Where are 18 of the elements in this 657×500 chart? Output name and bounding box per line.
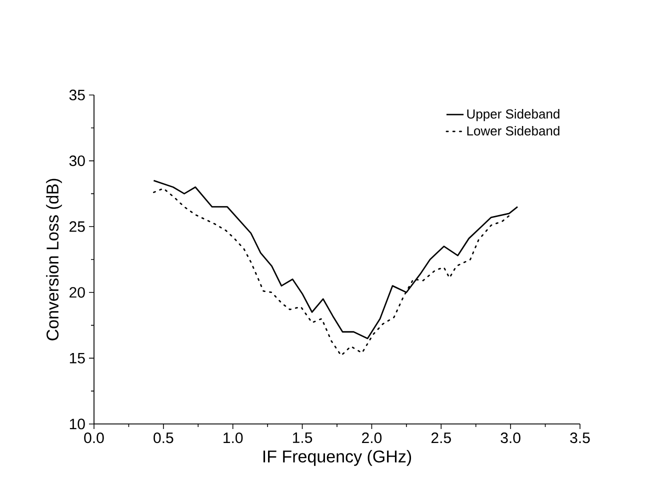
x-tick-label: 3.0 [500,432,520,444]
y-tick-label: 10 [70,418,85,430]
x-tick-label: 1.0 [224,432,243,444]
y-tick-label: 35 [69,90,85,100]
x-tick-label: 1.5 [293,432,312,443]
x-tick-label: 2.0 [362,432,382,444]
x-axis-title: IF Frequency (GHz) [263,450,412,466]
x-tick-label: 2.5 [431,432,451,444]
x-tick-label: 0.5 [154,432,174,444]
y-tick-label: 30 [69,155,85,166]
y-tick-label: 25 [70,221,85,232]
legend-label: Upper Sideband [467,109,560,122]
y-tick-label: 20 [70,287,85,298]
y-axis-title: Conversion Loss (dB) [46,178,62,340]
y-tick-label: 15 [70,352,85,364]
x-tick-label: 0.0 [84,432,104,444]
legend-label: Lower Sideband [467,126,560,136]
x-tick-label: 3.5 [570,432,590,444]
